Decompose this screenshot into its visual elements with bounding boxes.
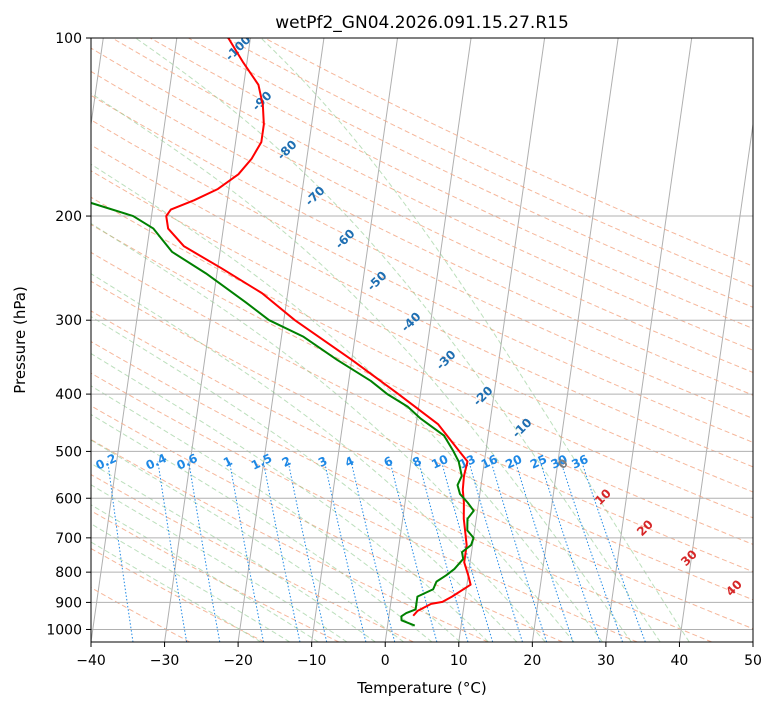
moist-adiabat-line	[91, 315, 518, 642]
moist-adiabat-line	[260, 38, 690, 642]
dry-adiabat-line	[91, 170, 753, 493]
isotherm-line	[605, 38, 693, 642]
mixing-ratio-line	[514, 461, 574, 642]
isotherm-lines	[91, 38, 753, 642]
dewpoint-profile-line	[91, 201, 475, 627]
moist-adiabat-line	[91, 352, 489, 642]
dry-adiabat-line	[91, 310, 753, 630]
isotherm-line	[531, 38, 619, 642]
mixing-ratio-label: 20	[503, 452, 524, 472]
pressure-gridlines	[91, 38, 753, 630]
dry-adiabat-line	[91, 438, 489, 642]
moist-adiabat-line	[91, 163, 603, 642]
isotherm-line	[164, 38, 251, 642]
mixing-ratio-label: 36	[569, 452, 590, 472]
moist-adiabat-line	[91, 439, 404, 642]
dry-adiabat-line	[91, 94, 753, 420]
moist-adiabat-line	[91, 92, 632, 642]
x-tick-label: 10	[450, 653, 468, 669]
isotherm-line	[91, 38, 178, 642]
mixing-ratio-line	[323, 461, 367, 642]
y-tick-label: 1000	[46, 622, 82, 638]
y-tick-label: 500	[55, 444, 82, 460]
moist-adiabat-line	[91, 462, 376, 642]
y-axis-ticks: 1000 900 800 700 600 500 400 300 200 100	[46, 31, 91, 638]
dry-adiabat-line	[91, 144, 753, 468]
dry-adiabat-line	[91, 547, 265, 642]
mixing-ratio-line	[468, 461, 523, 642]
moist-adiabat-line	[91, 541, 262, 642]
dry-adiabat-line	[91, 119, 753, 443]
y-tick-label: 800	[55, 565, 82, 581]
mixing-ratio-label: 16	[479, 452, 500, 472]
x-axis-ticks: −40 −30 −20 −10 0 10 20 30 40 50	[76, 642, 762, 669]
dry-adiabat-line	[188, 38, 753, 308]
x-tick-label: 50	[744, 653, 762, 669]
x-tick-label: −10	[297, 653, 327, 669]
isotherm-line	[311, 38, 398, 642]
chart-title: wetPf2_GN04.2026.091.15.27.R15	[275, 13, 569, 33]
mixing-ratio-line	[490, 461, 548, 642]
moist-adiabat-lines	[91, 38, 690, 642]
x-tick-label: 20	[523, 653, 541, 669]
sounding-series	[91, 38, 475, 627]
mixing-ratio-label: 10	[429, 452, 450, 472]
dry-adiabat-line	[91, 340, 712, 642]
x-tick-label: −30	[150, 653, 180, 669]
mixing-ratio-label: 25	[528, 452, 549, 472]
isotherm-line	[678, 120, 753, 642]
mixing-ratio-line	[560, 461, 624, 642]
moist-adiabat-line	[135, 38, 661, 642]
dry-adiabat-lines	[91, 38, 753, 642]
plot-frame	[90, 37, 754, 643]
moist-adiabat-line	[91, 484, 348, 642]
y-tick-label: 200	[55, 209, 82, 225]
dry-adiabat-line	[91, 473, 414, 642]
mixing-ratio-line	[441, 461, 494, 642]
x-tick-label: 30	[597, 653, 615, 669]
y-tick-label: 100	[55, 31, 82, 47]
x-tick-label: 40	[671, 653, 689, 669]
temperature-profile-line	[165, 38, 472, 617]
isotherm-line	[384, 38, 472, 642]
mixing-ratio-label: 30	[549, 452, 570, 472]
y-tick-label: 700	[55, 531, 82, 547]
x-axis-label: Temperature (°C)	[356, 679, 486, 697]
y-tick-label: 300	[55, 313, 82, 329]
x-tick-label: 0	[381, 653, 390, 669]
dry-adiabat-line	[91, 251, 753, 573]
moist-adiabat-line	[91, 385, 461, 642]
y-tick-label: 400	[55, 387, 82, 403]
moist-adiabat-line	[91, 273, 546, 642]
y-axis-label: Pressure (hPa)	[11, 286, 29, 394]
dry-adiabat-line	[91, 196, 753, 519]
isotherm-line	[237, 38, 325, 642]
dry-adiabat-line	[226, 38, 753, 288]
moist-adiabat-line	[91, 413, 433, 642]
x-tick-label: −20	[223, 653, 253, 669]
dry-adiabat-line	[91, 280, 753, 601]
mixing-ratio-line	[389, 461, 438, 642]
y-tick-label: 600	[55, 491, 82, 507]
y-tick-label: 900	[55, 595, 82, 611]
x-tick-label: −40	[76, 653, 106, 669]
mixing-ratio-line	[418, 461, 469, 642]
mixing-ratio-line	[350, 461, 396, 642]
mixing-ratio-lines	[107, 461, 646, 642]
mixing-ratio-line	[539, 461, 601, 642]
moist-adiabat-line	[91, 523, 291, 642]
